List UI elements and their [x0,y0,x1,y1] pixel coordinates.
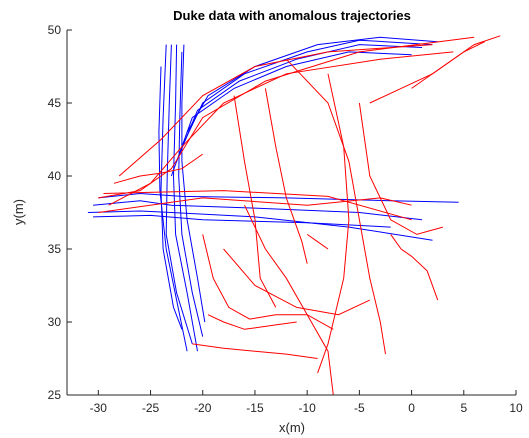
anomalous-trajectory-line [118,44,433,177]
anomalous-trajectory-line [285,58,386,355]
y-tick-label: 35 [48,242,62,256]
anomalous-trajectory-line [358,102,444,235]
normal-trajectory-line [176,44,423,162]
normal-trajectory-line [93,200,423,221]
y-tick-label: 50 [48,23,62,37]
normal-trajectory-line [160,44,183,330]
anomalous-trajectory-line [113,153,203,184]
anomalous-trajectories [98,35,501,395]
y-axis-label: y(m) [11,199,26,225]
normal-trajectory-line [165,44,193,345]
x-tick-label: 10 [509,401,523,415]
y-tick-label: 45 [48,96,62,110]
anomalous-trajectory-line [207,314,297,330]
anomalous-trajectory-line [103,190,412,221]
normal-trajectory-line [158,66,188,352]
anomalous-trajectory-line [264,88,308,264]
anomalous-trajectory-line [390,234,439,301]
x-axis-label: x(m) [279,420,305,435]
normal-trajectory-line [98,192,459,203]
chart-title: Duke data with anomalous trajectories [173,8,411,23]
x-tick-label: -20 [194,401,212,415]
x-tick-label: -15 [246,401,264,415]
anomalous-trajectory-line [223,248,371,316]
x-tick-label: -10 [298,401,316,415]
anomalous-trajectory-line [233,95,277,308]
normal-trajectory-line [186,36,438,133]
x-tick-label: 0 [408,401,415,415]
normal-trajectory-line [93,214,391,228]
x-tick-label: -30 [90,401,108,415]
anomalous-trajectory-line [108,51,454,206]
anomalous-trajectory-line [244,204,334,395]
normal-trajectories [87,36,459,352]
x-tick-label: 5 [460,401,467,415]
anomalous-trajectory-line [306,233,329,250]
y-tick-label: 40 [48,169,62,183]
x-tick-label: -5 [354,401,365,415]
normal-trajectory-line [87,210,433,241]
normal-trajectory-line [181,44,206,323]
plot-area [87,35,501,395]
y-tick-label: 25 [48,388,62,402]
anomalous-trajectory-line [192,343,318,359]
axes: -30 -25 -20 -15 -10 -5 0 5 10 25 30 35 40 45 50 [48,23,523,415]
anomalous-trajectory-line [369,41,485,104]
x-tick-label: -25 [142,401,160,415]
anomalous-trajectory-line [98,197,412,213]
anomalous-trajectory-line [98,36,475,199]
y-tick-label: 30 [48,315,62,329]
